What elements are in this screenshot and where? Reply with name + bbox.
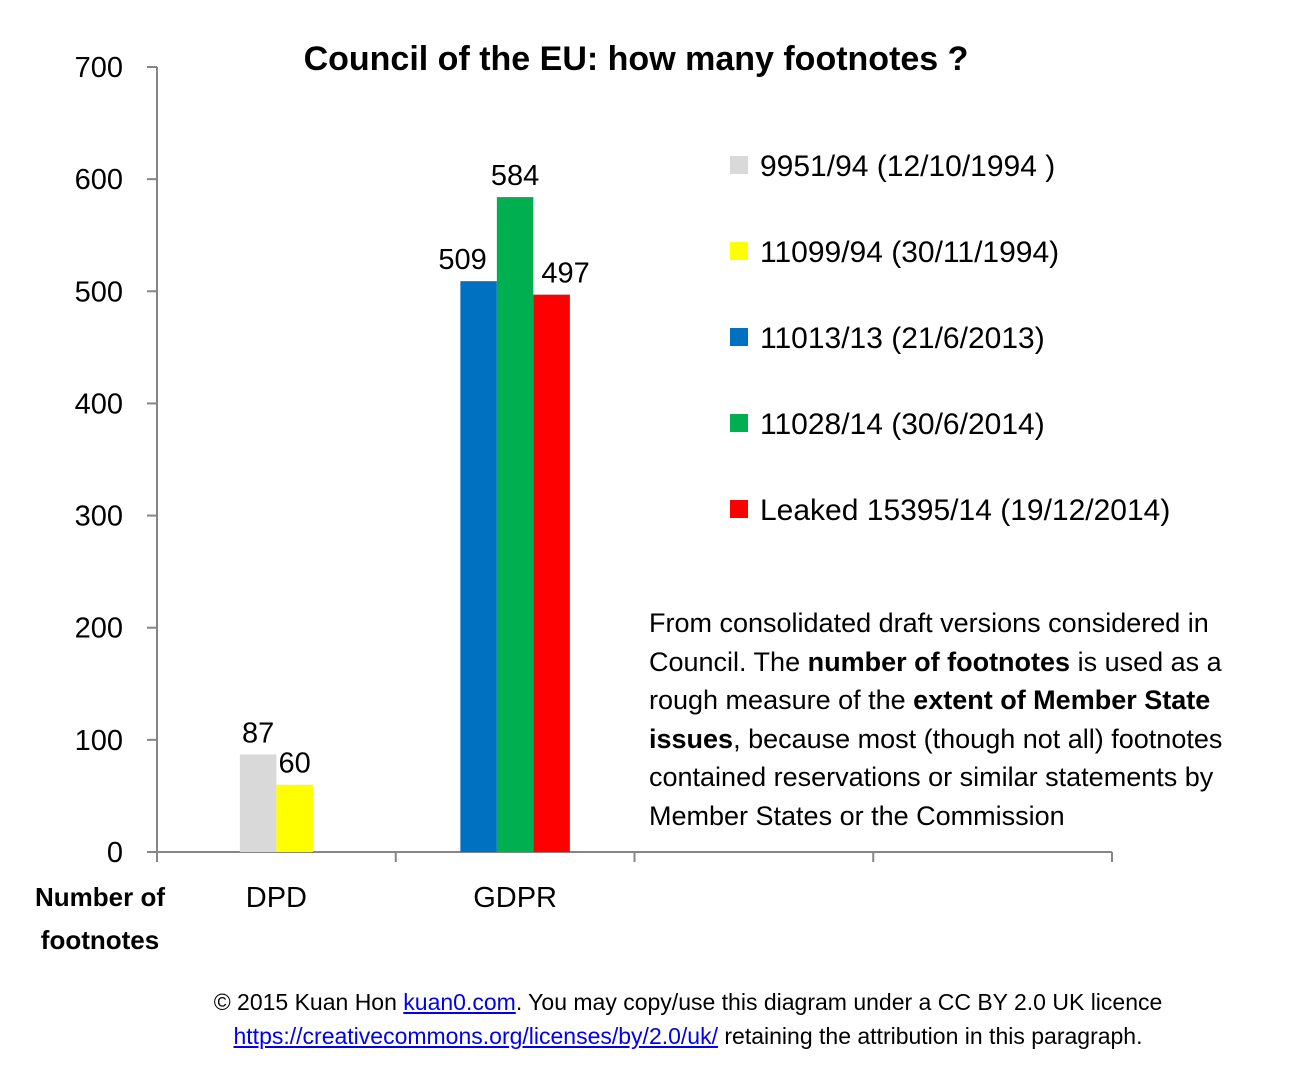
bar [276,784,313,852]
legend-item: Leaked 15395/14 (19/12/2014) [730,494,1170,528]
y-axis-label: Number of footnotes [10,876,190,962]
legend-item: 9951/94 (12/10/1994 ) [730,150,1055,184]
y-tick-label: 700 [75,52,123,84]
data-label: 509 [438,244,486,276]
y-tick-label: 400 [75,388,123,420]
legend-item: 11028/14 (30/6/2014) [730,408,1045,442]
y-tick-label: 0 [107,837,123,869]
x-tick-label: GDPR [473,882,557,914]
y-tick-label: 500 [75,276,123,308]
licence-link[interactable]: https://creativecommons.org/licenses/by/… [233,1023,719,1049]
kuan0-link[interactable]: kuan0.com [403,989,516,1015]
data-label: 497 [541,258,589,290]
bar [496,197,534,853]
legend-swatch [730,414,748,432]
data-label: 87 [242,717,274,749]
legend-item: 11013/13 (21/6/2013) [730,322,1045,356]
bar [533,294,570,852]
legend-label: 11028/14 (30/6/2014) [760,408,1045,441]
legend-label: Leaked 15395/14 (19/12/2014) [760,494,1171,527]
chart-note: From consolidated draft versions conside… [649,604,1279,835]
note-bold-2: extent of Member State issues [649,685,1211,754]
data-label: 584 [491,160,539,192]
legend-label: 9951/94 (12/10/1994 ) [760,150,1056,183]
footer-text-2: . You may copy/use this diagram under a … [515,989,1163,1015]
footer-text-1: © 2015 Kuan Hon [213,989,404,1015]
legend-swatch [730,242,748,260]
legend-label: 11099/94 (30/11/1994) [760,236,1060,269]
footer-line-2: https://creativecommons.org/licenses/by/… [0,1019,1309,1053]
y-tick-label: 600 [75,164,123,196]
data-label: 60 [278,748,310,780]
bar [239,754,277,852]
legend-label: 11013/13 (21/6/2013) [760,322,1045,355]
note-text-3: , because most (though not all) footnote… [649,723,1223,831]
note-bold-1: number of footnotes [807,646,1071,677]
chart-title: Council of the EU: how many footnotes ? [303,40,969,78]
legend-item: 11099/94 (30/11/1994) [730,236,1059,270]
x-tick-label: DPD [246,882,307,914]
y-axis-label-line-1: Number of [35,882,165,912]
footer-text-3: retaining the attribution in this paragr… [718,1023,1143,1049]
note-text-1: From consolidated draft versions conside… [649,608,1209,677]
legend-swatch [730,328,748,346]
y-tick-label: 100 [75,725,123,757]
y-tick-label: 200 [75,613,123,645]
note-text-2: is used as a rough measure of the [649,646,1222,716]
legend-swatch [730,500,748,518]
y-axis-label-line-2: footnotes [40,925,160,955]
legend-swatch [730,156,748,174]
attribution-footer: © 2015 Kuan Hon kuan0.com. You may copy/… [0,985,1309,1053]
bar [460,281,497,852]
footer-line-1: © 2015 Kuan Hon kuan0.com. You may copy/… [0,985,1309,1019]
y-tick-label: 300 [75,501,123,533]
